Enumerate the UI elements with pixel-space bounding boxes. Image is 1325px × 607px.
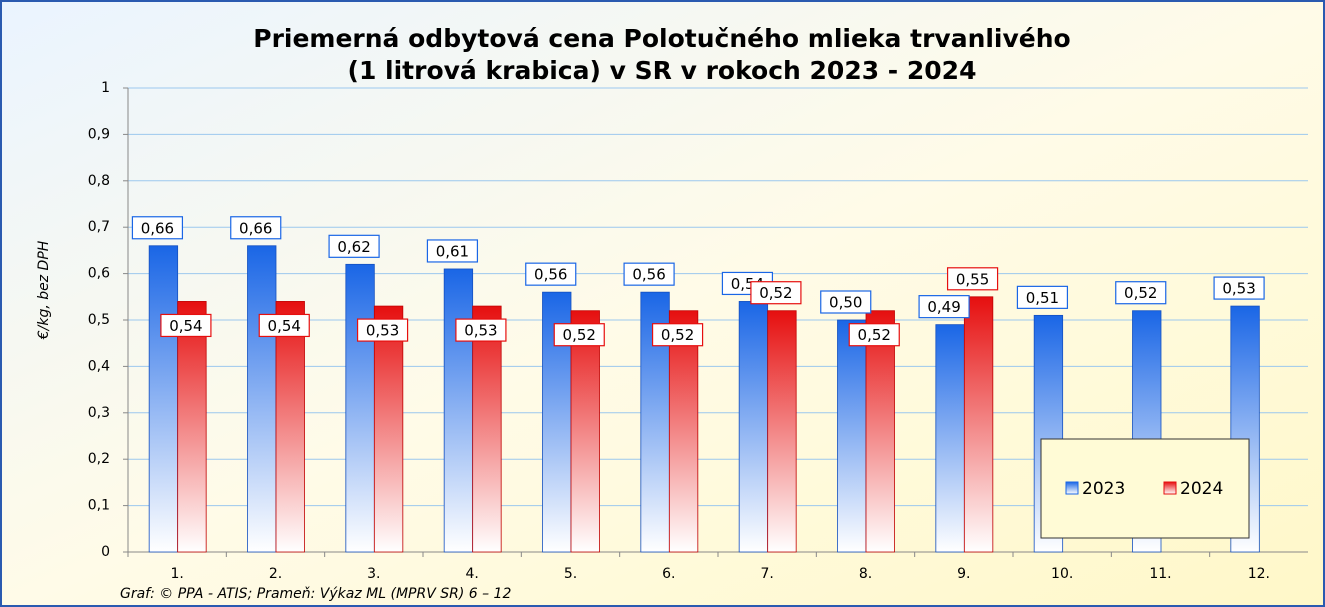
bar bbox=[935, 324, 965, 553]
data-label: 0,56 bbox=[632, 266, 665, 284]
data-label: 0,66 bbox=[239, 219, 272, 237]
data-label-box bbox=[623, 262, 675, 286]
y-tick-label: 0,7 bbox=[88, 219, 110, 235]
bar bbox=[247, 245, 277, 553]
x-tick-label: 7. bbox=[760, 566, 773, 582]
data-label: 0,52 bbox=[858, 326, 891, 344]
bar bbox=[668, 310, 699, 553]
data-label: 0,54 bbox=[268, 317, 301, 335]
chart-title: (1 litrová krabica) v SR v rokoch 2023 -… bbox=[348, 56, 977, 85]
bar bbox=[373, 305, 404, 553]
data-label: 0,52 bbox=[661, 326, 694, 344]
bar bbox=[345, 263, 375, 553]
y-tick-label: 1 bbox=[101, 80, 110, 96]
data-label: 0,49 bbox=[927, 298, 960, 316]
bar bbox=[865, 310, 895, 553]
y-tick-label: 0,6 bbox=[88, 266, 110, 282]
data-label-box bbox=[455, 318, 507, 342]
data-label-box bbox=[131, 216, 184, 240]
legend-swatch bbox=[1065, 481, 1079, 495]
data-label-box bbox=[426, 239, 479, 263]
data-label: 0,53 bbox=[366, 322, 399, 340]
data-label-box bbox=[230, 216, 282, 240]
y-tick-label: 0,5 bbox=[88, 312, 110, 328]
data-label: 0,50 bbox=[829, 294, 862, 312]
data-label: 0,52 bbox=[563, 326, 596, 344]
data-label: 0,51 bbox=[1026, 289, 1059, 307]
y-tick-label: 0,3 bbox=[88, 405, 110, 421]
footer: Graf: © PPA - ATIS; Prameň: Výkaz ML (MP… bbox=[120, 586, 511, 602]
x-tick-label: 4. bbox=[465, 566, 478, 582]
y-tick-label: 0,1 bbox=[88, 498, 110, 514]
bar bbox=[570, 310, 600, 553]
x-tick-label: 1. bbox=[170, 566, 183, 582]
data-label-box bbox=[1115, 281, 1167, 305]
data-label: 0,52 bbox=[759, 284, 792, 302]
x-tick-label: 3. bbox=[367, 566, 380, 582]
legend-label: 2024 bbox=[1180, 479, 1223, 499]
x-tick-label: 2. bbox=[269, 566, 282, 582]
data-label: 0,53 bbox=[1222, 280, 1255, 298]
data-label: 0,56 bbox=[534, 266, 567, 284]
data-label: 0,61 bbox=[436, 242, 469, 260]
y-axis-label: €/kg, bez DPH bbox=[36, 240, 52, 340]
data-label-box bbox=[651, 323, 704, 347]
x-tick-label: 6. bbox=[662, 566, 675, 582]
bar bbox=[837, 319, 867, 553]
data-label-box bbox=[356, 318, 409, 342]
x-tick-label: 9. bbox=[957, 566, 970, 582]
legend-swatch bbox=[1163, 481, 1177, 495]
data-label-box bbox=[848, 323, 900, 347]
data-label-box bbox=[553, 323, 605, 347]
data-label-box bbox=[750, 281, 802, 305]
data-label-box bbox=[328, 234, 380, 258]
x-tick-label: 8. bbox=[859, 566, 872, 582]
bar bbox=[177, 301, 207, 553]
data-label: 0,53 bbox=[464, 322, 497, 340]
bar bbox=[767, 310, 797, 553]
y-tick-label: 0 bbox=[101, 544, 110, 560]
data-label: 0,55 bbox=[956, 270, 989, 288]
y-tick-label: 0,9 bbox=[88, 126, 110, 142]
bar bbox=[443, 268, 474, 553]
legend-label: 2023 bbox=[1082, 479, 1125, 499]
data-label: 0,62 bbox=[337, 238, 370, 256]
bar bbox=[963, 296, 994, 553]
data-label-box bbox=[160, 313, 212, 338]
y-tick-label: 0,2 bbox=[88, 451, 110, 467]
x-tick-label: 12. bbox=[1248, 566, 1270, 582]
data-label-box bbox=[820, 290, 872, 314]
data-label-box bbox=[525, 262, 577, 286]
chart-title: Priemerná odbytová cena Polotučného mlie… bbox=[253, 24, 1070, 53]
data-label-box bbox=[1016, 285, 1069, 309]
bar bbox=[148, 245, 179, 553]
data-label: 0,52 bbox=[1124, 284, 1157, 302]
bar bbox=[472, 305, 502, 553]
data-label-box bbox=[946, 267, 999, 291]
data-label: 0,54 bbox=[169, 317, 202, 335]
bar bbox=[275, 301, 305, 553]
y-tick-label: 0,8 bbox=[88, 173, 110, 189]
data-label-box bbox=[918, 295, 970, 319]
data-label-box bbox=[258, 313, 310, 338]
x-tick-label: 11. bbox=[1149, 566, 1171, 582]
x-tick-label: 10. bbox=[1051, 566, 1073, 582]
data-label-box bbox=[1213, 276, 1265, 300]
x-tick-label: 5. bbox=[564, 566, 577, 582]
y-tick-label: 0,4 bbox=[88, 358, 110, 374]
data-label: 0,66 bbox=[141, 219, 174, 237]
bar bbox=[738, 301, 769, 553]
